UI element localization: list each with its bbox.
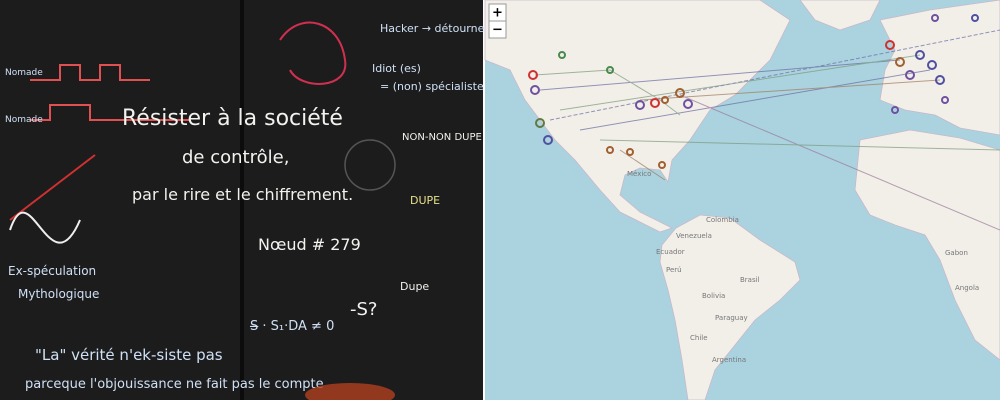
chalk-drawing — [279, 21, 347, 85]
place-marker — [891, 106, 899, 114]
map-label: Perú — [666, 266, 682, 274]
map-label: Bolivia — [702, 292, 725, 300]
connection-line — [639, 79, 941, 101]
flowers — [305, 383, 395, 400]
place-marker — [905, 70, 915, 80]
place-marker — [535, 118, 545, 128]
place-marker — [971, 14, 979, 22]
place-marker — [683, 99, 693, 109]
chalk-text: DUPE — [410, 194, 440, 207]
chalk-text: Nomade — [5, 68, 43, 78]
place-marker — [626, 148, 634, 156]
chalk-signal — [30, 104, 190, 121]
zoom-in[interactable]: + — [488, 3, 507, 22]
place-marker — [658, 161, 666, 169]
map-label: Venezuela — [676, 232, 712, 240]
place-marker — [935, 75, 945, 85]
zoom-in-label[interactable]: + — [492, 6, 503, 21]
chalk-arrow — [9, 154, 96, 221]
place-marker — [543, 135, 553, 145]
places — [528, 14, 979, 169]
map-label: Paraguay — [715, 314, 748, 322]
chalk-text: Nœud # 279 — [258, 235, 361, 254]
map-label: Gabon — [945, 249, 968, 257]
place-marker — [661, 96, 669, 104]
chalk-text: Ex-spéculation — [8, 264, 96, 278]
place-marker — [606, 66, 614, 74]
greenland — [799, 0, 881, 31]
connection-line — [539, 59, 901, 91]
chalk-text: Idiot (es) — [372, 62, 421, 75]
chalk-text: Mythologique — [18, 287, 99, 301]
place-marker — [895, 57, 905, 67]
map-label: Brasil — [740, 276, 760, 284]
map-label: México — [627, 170, 651, 178]
zoom-out-label[interactable]: − — [492, 23, 503, 38]
connection-line — [579, 69, 931, 131]
chalk-text: S̶ · S₁·DA ≠ 0 — [249, 319, 334, 334]
place-marker — [915, 50, 925, 60]
map-label: Colombia — [706, 216, 739, 224]
place-marker — [530, 85, 540, 95]
chalk-wave — [9, 211, 81, 244]
place-marker — [927, 60, 937, 70]
connection-line — [599, 139, 1000, 151]
place-marker — [650, 98, 660, 108]
chalk-signal — [30, 64, 150, 81]
chalk-text: Hacker → détourne — [380, 22, 485, 35]
map: México Venezuela Colombia Ecuador Perú B… — [484, 0, 1000, 400]
connection-line — [549, 29, 1000, 121]
connection-line — [534, 69, 681, 116]
chalk-text: par le rire et le chiffrement. — [132, 185, 353, 204]
chalk-text: Nomade — [5, 115, 43, 125]
zoom-out-button[interactable] — [488, 20, 507, 39]
map-label: Ecuador — [656, 248, 685, 256]
place-marker — [885, 40, 895, 50]
place-marker — [941, 96, 949, 104]
chalk-text: de contrôle, — [182, 147, 289, 168]
chalk-text: NON-NON DUPE — [402, 132, 482, 143]
place-marker — [931, 14, 939, 22]
map-label: Angola — [955, 284, 979, 292]
place-marker — [528, 70, 538, 80]
chalk-circle — [344, 139, 396, 191]
africa — [854, 129, 1000, 361]
chalk-text: Résister à la société — [122, 106, 343, 131]
connections — [534, 29, 1000, 231]
chalk-text: "La" vérité n'ek-siste pas — [35, 346, 223, 364]
europe — [879, 0, 1000, 136]
place-marker — [558, 51, 566, 59]
connection-line — [679, 94, 1000, 231]
chalkboard: Résister à la société de contrôle, par l… — [0, 0, 485, 400]
chalk-text: parceque l'objouissance ne fait pas le c… — [25, 377, 324, 392]
map-label: Chile — [690, 334, 708, 342]
chalk-text: Dupe — [400, 280, 429, 293]
zoom-out[interactable]: − — [488, 20, 507, 39]
south-america — [659, 214, 801, 400]
board-seam — [240, 0, 244, 400]
chalk-text: = (non) spécialiste — [380, 80, 484, 93]
place-marker — [606, 146, 614, 154]
place-marker — [635, 100, 645, 110]
map-label: Argentina — [712, 356, 746, 364]
chalk-text: -S? — [350, 299, 377, 320]
place-marker — [675, 88, 685, 98]
